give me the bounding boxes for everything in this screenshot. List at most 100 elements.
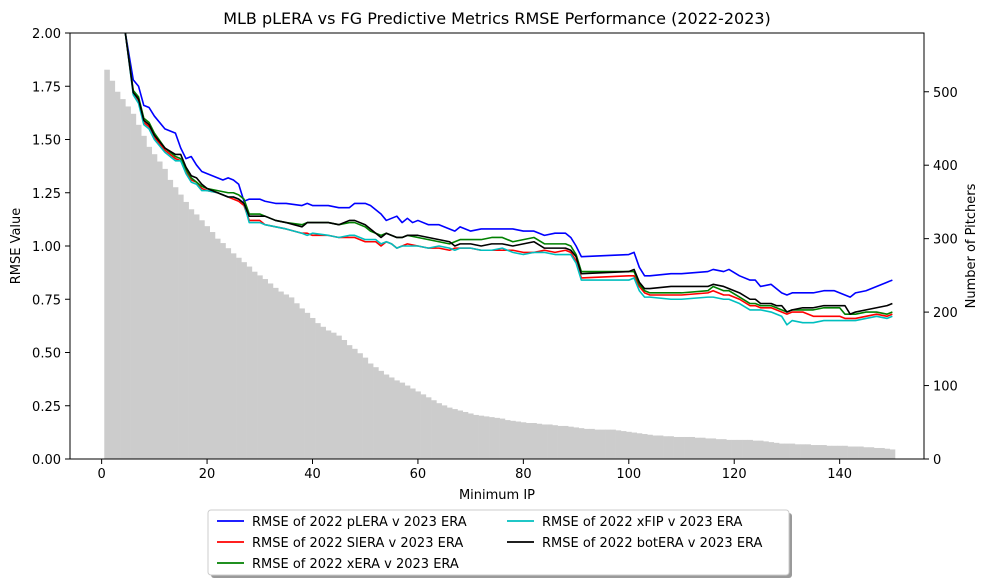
pitcher-count-bar bbox=[330, 332, 337, 459]
pitcher-count-bar bbox=[673, 436, 680, 459]
pitcher-count-bar bbox=[620, 431, 627, 459]
y2-tick-label: 0 bbox=[933, 453, 941, 468]
legend-label: RMSE of 2022 botERA v 2023 ERA bbox=[542, 536, 763, 551]
y2-axis-label: Number of Pitchers bbox=[964, 183, 979, 308]
pitcher-count-bar bbox=[515, 421, 522, 459]
pitcher-count-bar bbox=[889, 449, 896, 459]
pitcher-count-bar bbox=[531, 423, 537, 459]
pitcher-count-bar bbox=[246, 266, 253, 459]
pitcher-count-bar bbox=[251, 271, 258, 459]
pitcher-count-bar bbox=[552, 425, 558, 459]
pitcher-count-bar bbox=[721, 439, 727, 459]
pitcher-count-bar bbox=[525, 423, 532, 459]
pitcher-count-bar bbox=[800, 444, 806, 459]
pitcher-count-bar bbox=[684, 436, 690, 459]
pitcher-count-bar bbox=[262, 279, 268, 459]
pitcher-count-bar bbox=[568, 426, 574, 459]
legend-box bbox=[207, 509, 790, 576]
legend: RMSE of 2022 pLERA v 2023 ERA RMSE of 202… bbox=[207, 509, 792, 578]
chart-title: MLB pLERA vs FG Predictive Metrics RMSE … bbox=[223, 9, 771, 28]
pitcher-count-bar bbox=[183, 201, 189, 459]
legend-label: RMSE of 2022 xERA v 2023 ERA bbox=[252, 557, 459, 572]
pitcher-count-bar bbox=[146, 146, 153, 459]
pitcher-count-bar bbox=[710, 438, 717, 459]
pitcher-count-bar bbox=[594, 429, 601, 459]
pitcher-count-bar bbox=[388, 377, 395, 459]
pitcher-count-bar bbox=[815, 445, 822, 459]
pitcher-count-bar bbox=[752, 440, 759, 459]
pitcher-count-bar bbox=[415, 391, 421, 459]
line-series-layer bbox=[124, 33, 893, 326]
pitcher-count-bar bbox=[283, 294, 290, 459]
pitcher-count-bar bbox=[742, 439, 748, 459]
y-tick-label: 1.25 bbox=[32, 187, 61, 202]
pitcher-count-bar bbox=[663, 436, 669, 459]
pitcher-count-bar bbox=[884, 448, 891, 459]
pitcher-count-bar bbox=[736, 439, 743, 459]
pitcher-count-bar bbox=[225, 248, 232, 459]
pitcher-count-bar bbox=[794, 444, 801, 459]
pitcher-count-bar bbox=[446, 407, 453, 459]
legend-label: RMSE of 2022 pLERA v 2023 ERA bbox=[252, 515, 467, 530]
pitcher-count-bar bbox=[468, 413, 474, 459]
pitcher-count-bar bbox=[605, 429, 611, 459]
pitcher-count-bar bbox=[489, 417, 495, 459]
pitcher-count-bar bbox=[230, 253, 237, 459]
x-axis: 0 20 40 60 80 100 120 140 bbox=[97, 459, 852, 482]
pitcher-count-bar bbox=[357, 353, 363, 459]
pitcher-count-bar bbox=[483, 416, 490, 459]
pitcher-count-bar bbox=[452, 409, 458, 459]
pitcher-count-bar bbox=[873, 447, 880, 459]
x-axis-label: Minimum IP bbox=[459, 488, 535, 503]
x-tick-label: 20 bbox=[199, 467, 216, 482]
pitcher-count-bar bbox=[747, 439, 753, 459]
pitcher-count-bar bbox=[852, 446, 859, 459]
y2-tick-label: 300 bbox=[933, 233, 958, 248]
pitcher-count-bar bbox=[837, 445, 843, 459]
pitcher-count-bar bbox=[784, 443, 790, 459]
legend-label: RMSE of 2022 SIERA v 2023 ERA bbox=[252, 536, 463, 551]
pitcher-count-bar bbox=[768, 442, 775, 459]
pitcher-count-bar bbox=[641, 434, 648, 459]
y-tick-label: 0.50 bbox=[32, 347, 61, 362]
pitcher-count-bar bbox=[156, 161, 163, 459]
x-tick-label: 120 bbox=[722, 467, 747, 482]
pitcher-count-bar bbox=[715, 439, 722, 459]
y-tick-label: 0.75 bbox=[32, 293, 61, 308]
pitcher-count-bar bbox=[241, 262, 247, 459]
pitcher-count-bar bbox=[346, 345, 353, 459]
pitcher-count-bar bbox=[699, 437, 706, 459]
pitcher-count-bar bbox=[657, 435, 664, 459]
pitcher-count-bar bbox=[378, 370, 384, 459]
pitcher-count-bar bbox=[104, 69, 110, 459]
pitcher-count-bar bbox=[399, 382, 406, 459]
pitcher-count-bar bbox=[578, 428, 585, 459]
pitcher-count-bar bbox=[167, 179, 174, 459]
y-axis-label: RMSE Value bbox=[9, 208, 24, 285]
pitcher-count-bar bbox=[125, 106, 131, 459]
pitcher-count-bar bbox=[294, 303, 300, 459]
pitcher-count-bar bbox=[373, 367, 379, 459]
pitcher-count-bar bbox=[209, 232, 216, 459]
y-axis-right: 0 100 200 300 400 500 bbox=[924, 86, 958, 468]
pitcher-count-bar bbox=[141, 135, 147, 459]
pitcher-count-bar bbox=[599, 429, 606, 459]
y2-tick-label: 500 bbox=[933, 86, 958, 101]
y-tick-label: 0.25 bbox=[32, 400, 61, 415]
pitcher-count-bar bbox=[773, 442, 780, 459]
pitcher-count-bar bbox=[257, 275, 263, 459]
pitcher-count-bar bbox=[789, 443, 796, 459]
pitcher-count-bar bbox=[726, 439, 732, 459]
histogram-layer bbox=[104, 69, 896, 460]
pitcher-count-bar bbox=[178, 194, 184, 459]
pitcher-count-bar bbox=[499, 418, 506, 459]
y2-tick-label: 400 bbox=[933, 159, 958, 174]
pitcher-count-bar bbox=[114, 91, 121, 459]
rmse-series-line bbox=[124, 33, 893, 315]
pitcher-count-bar bbox=[826, 445, 833, 459]
pitcher-count-bar bbox=[436, 403, 442, 459]
pitcher-count-bar bbox=[410, 388, 416, 459]
pitcher-count-bar bbox=[135, 124, 142, 459]
pitcher-count-bar bbox=[304, 312, 311, 459]
pitcher-count-bar bbox=[336, 335, 342, 459]
